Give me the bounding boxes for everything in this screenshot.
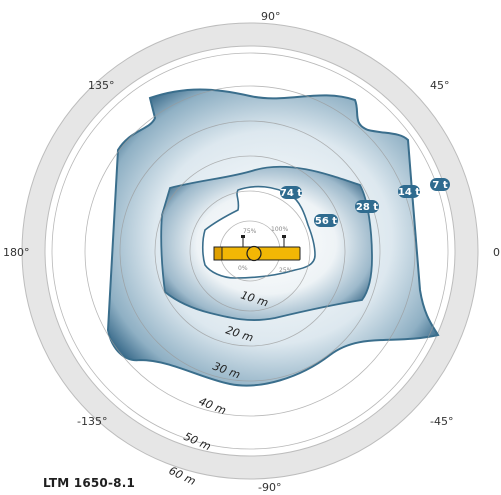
angle-minus-90: -90° [258,481,281,494]
pct-75: 75% [243,228,257,235]
pct-25: 25% [279,267,293,274]
svg-text:74 t: 74 t [280,188,302,199]
badge-74t: 74 t [280,186,302,199]
crane-carrier-icon [213,235,301,262]
pct-0: 0% [238,265,248,272]
angle-45: 45° [430,79,450,92]
badge-28t: 28 t [355,200,379,213]
capacity-badges: 74 t 56 t 28 t 14 t 7 t [280,178,450,227]
model-title: LTM 1650-8.1 [43,476,136,490]
outrigger-percent-labels: 75% 100% 0% 25% [238,226,293,274]
angle-minus-135: -135° [77,415,107,428]
badge-7t: 7 t [430,178,450,191]
badge-14t: 14 t [398,185,420,198]
pct-100: 100% [271,226,288,233]
svg-text:56 t: 56 t [315,216,337,227]
angle-135: 135° [88,79,115,92]
angle-90: 90° [261,10,281,23]
angle-labels: 90° 45° 135° 180° 0° -45° -135° -90° [3,10,501,494]
angle-180: 180° [3,246,30,259]
angle-minus-45: -45° [430,415,453,428]
svg-text:7 t: 7 t [432,180,447,191]
svg-text:14 t: 14 t [398,187,420,198]
angle-0: 0° [493,246,501,259]
svg-text:28 t: 28 t [356,202,378,213]
badge-56t: 56 t [314,214,338,227]
